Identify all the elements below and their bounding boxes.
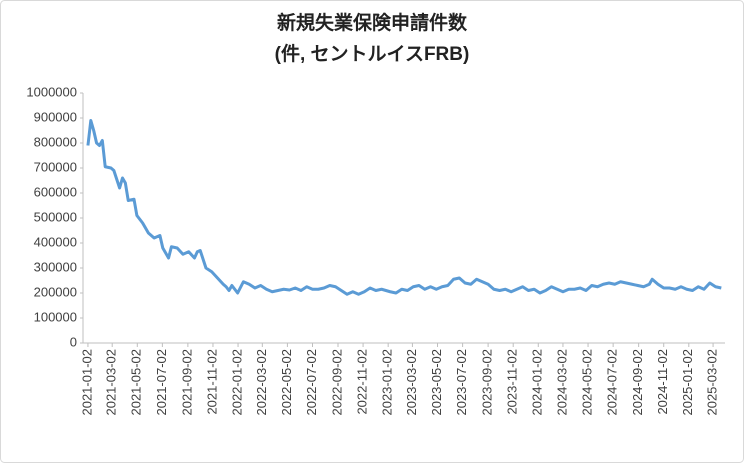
x-tick-label: 2023-05-02 [429,349,444,416]
x-tick-label: 2022-07-02 [304,349,319,416]
y-tick-label: 300000 [34,259,77,274]
x-tick-label: 2021-11-02 [204,349,219,415]
y-tick-label: 900000 [34,109,77,124]
y-tick-label: 200000 [34,284,77,299]
x-tick-label: 2023-09-02 [480,349,495,416]
x-tick-label: 2022-01-02 [229,349,244,416]
chart-subtitle: (件, セントルイスFRB) [275,42,470,65]
x-tick-label: 2024-03-02 [554,349,569,416]
x-tick-label: 2022-03-02 [254,349,269,416]
x-tick-label: 2025-01-02 [680,349,695,416]
y-tick-label: 800000 [34,134,77,149]
x-tick-label: 2021-01-02 [79,349,94,416]
x-tick-label: 2023-03-02 [404,349,419,416]
y-tick-label: 500000 [34,209,77,224]
chart-title: 新規失業保険申請件数 [277,11,468,34]
y-tick-label: 700000 [34,159,77,174]
x-tick-label: 2021-03-02 [104,349,119,416]
x-tick-label: 2024-11-02 [655,349,670,415]
y-tick-label: 400000 [34,234,77,249]
x-tick-label: 2022-05-02 [279,349,294,416]
x-tick-label: 2024-01-02 [530,349,545,416]
x-tick-label: 2022-11-02 [355,349,370,415]
y-tick-label: 600000 [34,184,77,199]
x-tick-label: 2024-05-02 [579,349,594,416]
x-tick-label: 2024-07-02 [605,349,620,416]
x-tick-label: 2023-07-02 [454,349,469,416]
x-tick-label: 2021-09-02 [179,349,194,416]
y-tick-label: 0 [70,334,77,349]
x-tick-label: 2024-09-02 [630,349,645,416]
y-tick-label: 100000 [34,309,77,324]
y-tick-label: 1000000 [26,84,77,99]
x-tick-label: 2021-05-02 [129,349,144,416]
x-tick-label: 2025-03-02 [705,349,720,416]
series-line [86,119,722,296]
x-tick-label: 2022-09-02 [329,349,344,416]
x-tick-label: 2023-11-02 [505,349,520,415]
x-tick-label: 2023-01-02 [380,349,395,416]
x-tick-label: 2021-07-02 [154,349,169,416]
